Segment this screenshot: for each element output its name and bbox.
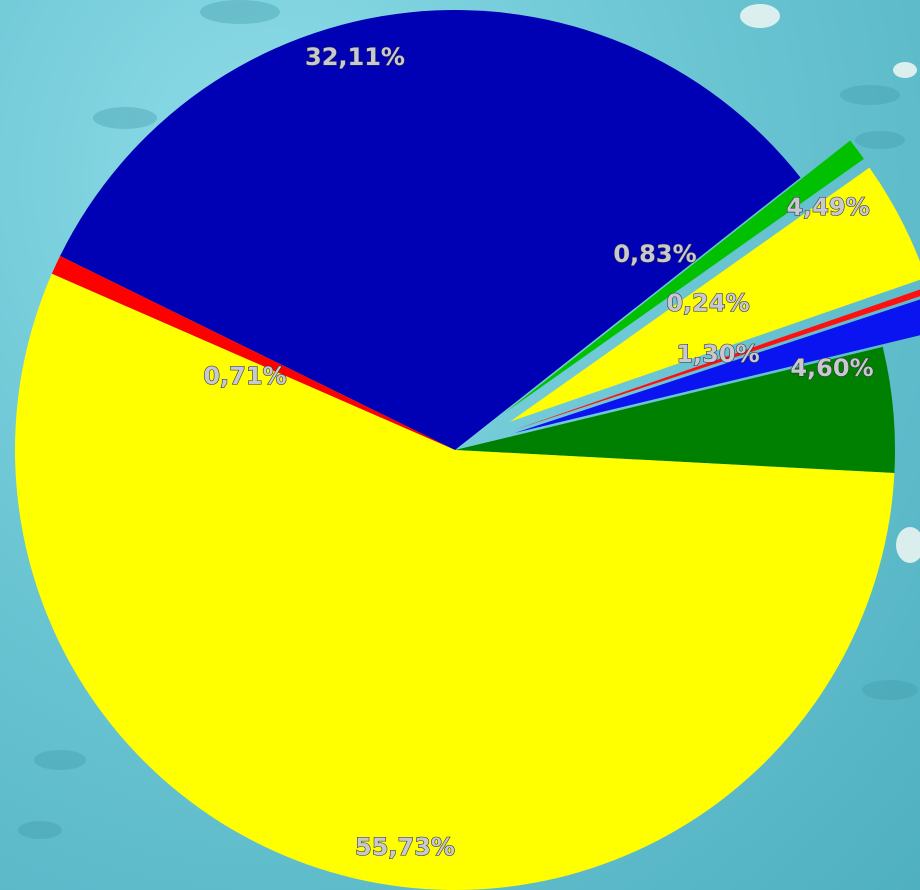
pie-slice: [15, 273, 895, 890]
pie-slice: [60, 10, 801, 450]
slice-label: 0,71%: [203, 362, 286, 390]
slice-label: 1,30%: [676, 340, 759, 368]
pie-slice: [504, 140, 864, 413]
slice-label: 55,73%: [355, 833, 455, 861]
slice-label: 4,49%: [786, 193, 869, 221]
slice-label: 32,11%: [305, 43, 405, 71]
slice-label: 0,83%: [613, 240, 696, 268]
pie-slice: [455, 346, 895, 474]
pie-slices: [15, 10, 920, 890]
pie-slice: [510, 167, 920, 422]
pie-slice: [51, 255, 456, 450]
slice-label: 4,60%: [790, 354, 873, 382]
slice-label: 0,24%: [666, 289, 749, 317]
slice-labels: 4,60% 1,30% 0,24% 4,49% 0,83% 32,11% 0,71% 55,7…: [203, 42, 874, 861]
pie-slice: [514, 299, 920, 434]
